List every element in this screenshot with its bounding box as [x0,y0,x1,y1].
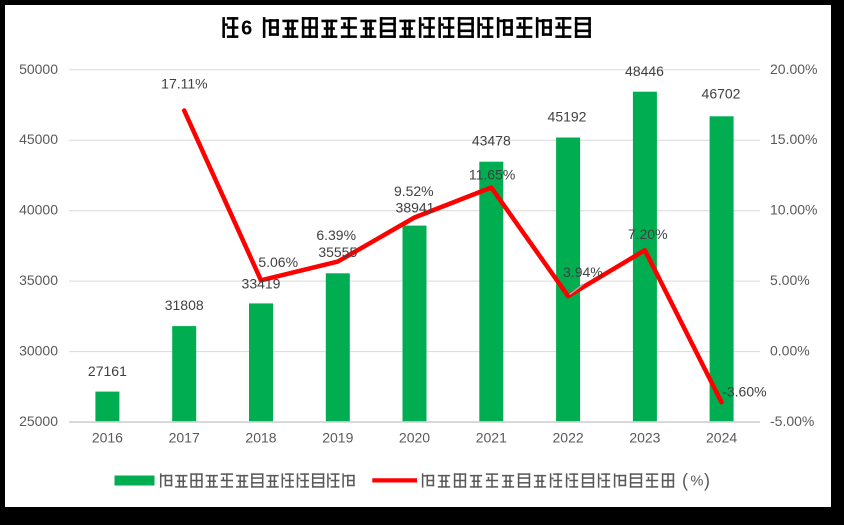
svg-text:2020: 2020 [399,430,430,446]
svg-text:2017: 2017 [169,430,200,446]
svg-text:2019: 2019 [322,430,353,446]
svg-text:-5.00%: -5.00% [770,413,814,429]
svg-text:6: 6 [241,18,252,40]
svg-text:2016: 2016 [92,430,123,446]
svg-text:20.00%: 20.00% [770,61,817,77]
svg-text:6.39%: 6.39% [316,227,356,243]
svg-text:45000: 45000 [19,131,58,147]
svg-text:40000: 40000 [19,202,58,218]
svg-text:45192: 45192 [548,109,587,125]
svg-text:10.00%: 10.00% [770,202,817,218]
svg-text:27161: 27161 [88,363,127,379]
svg-text:15.00%: 15.00% [770,131,817,147]
svg-text:7.20%: 7.20% [628,226,668,242]
svg-text:33419: 33419 [242,276,281,292]
svg-text:2022: 2022 [553,430,584,446]
svg-text:30000: 30000 [19,343,58,359]
svg-text:2024: 2024 [706,430,737,446]
svg-text:17.11%: 17.11% [161,76,207,92]
svg-text:3.94%: 3.94% [563,264,603,280]
svg-text:50000: 50000 [19,61,58,77]
svg-text:38941: 38941 [396,200,435,216]
svg-text:0.00%: 0.00% [770,343,810,359]
svg-text:2021: 2021 [476,430,507,446]
svg-text:(: ( [682,471,688,491]
svg-text:2023: 2023 [629,430,660,446]
svg-text:11.65%: 11.65% [469,166,515,182]
svg-text:35000: 35000 [19,272,58,288]
svg-text:46702: 46702 [702,85,741,101]
svg-text:31808: 31808 [165,297,204,313]
svg-text:48446: 48446 [625,63,664,79]
svg-text:%: % [691,474,704,490]
svg-text:9.52%: 9.52% [394,183,434,199]
svg-text:): ) [704,471,710,491]
svg-text:43478: 43478 [472,133,511,149]
svg-text:35555: 35555 [318,244,357,260]
svg-text:2018: 2018 [245,430,276,446]
svg-text:25000: 25000 [19,413,58,429]
svg-text:-3.60%: -3.60% [722,384,766,400]
svg-text:5.06%: 5.06% [258,254,298,270]
svg-text:5.00%: 5.00% [770,272,810,288]
